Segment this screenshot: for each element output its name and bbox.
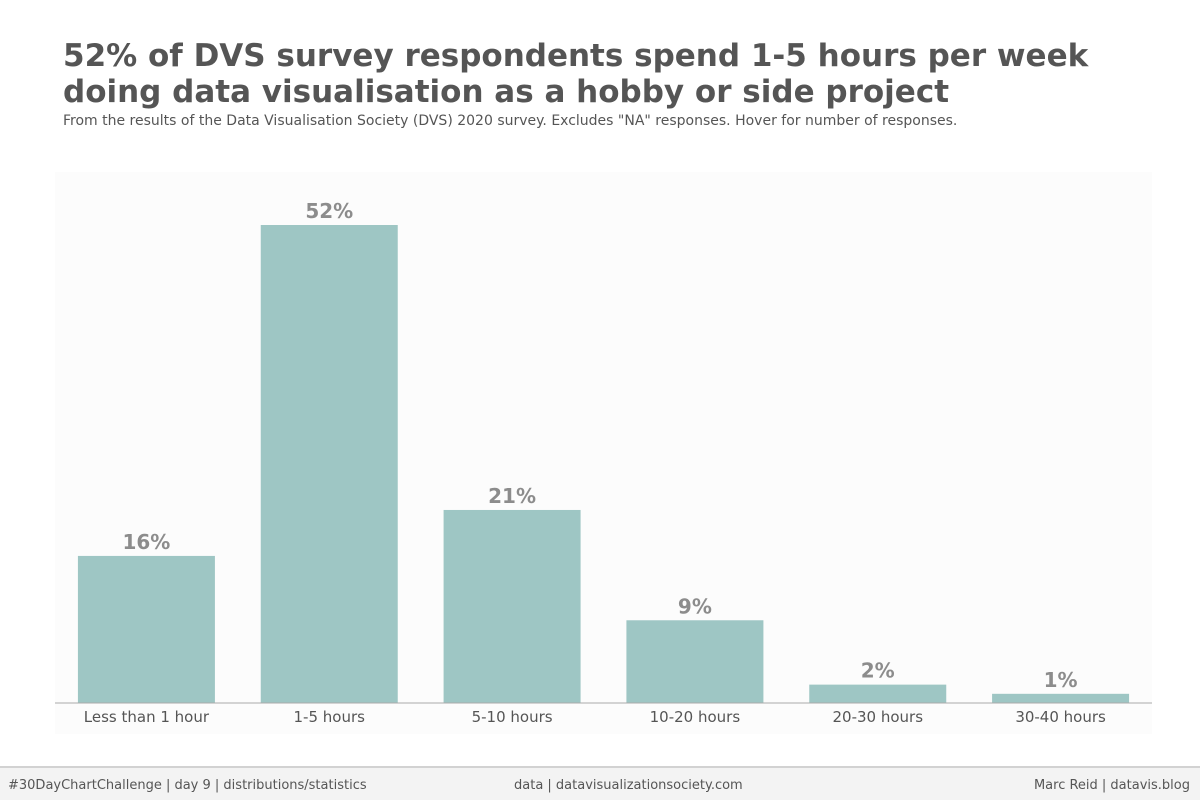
- bar-10-20-hours[interactable]: [626, 620, 764, 703]
- x-tick-label-30-40-hours: 30-40 hours: [1015, 708, 1106, 726]
- bar-1-5-hours[interactable]: [260, 225, 398, 703]
- data-label-30-40-hours: 1%: [1044, 668, 1078, 692]
- bars-group: 16% Less than 1 hour 52% 1-5 hours 21% 5-10 h…: [77, 199, 1130, 726]
- data-label-10-20-hours: 9%: [678, 594, 712, 618]
- footer-hashtag: #30DayChartChallenge | day 9 | distribut…: [8, 778, 367, 793]
- data-label-1-5-hours: 52%: [305, 199, 353, 223]
- x-tick-label-10-20-hours: 10-20 hours: [650, 708, 741, 726]
- plot-background: [55, 172, 1152, 734]
- x-tick-label-20-30-hours: 20-30 hours: [832, 708, 923, 726]
- data-label-20-30-hours: 2%: [861, 659, 895, 683]
- bar-20-30-hours[interactable]: [809, 684, 947, 703]
- bar-30-40-hours[interactable]: [992, 693, 1130, 703]
- x-tick-label-5-10-hours: 5-10 hours: [472, 708, 553, 726]
- x-tick-label-1-5-hours: 1-5 hours: [294, 708, 366, 726]
- footer: #30DayChartChallenge | day 9 | distribut…: [0, 766, 1200, 800]
- x-tick-label-less-than-1-hour: Less than 1 hour: [84, 708, 210, 726]
- bar-chart: 16% Less than 1 hour 52% 1-5 hours 21% 5-10 h…: [55, 172, 1152, 734]
- data-label-5-10-hours: 21%: [488, 484, 536, 508]
- footer-author: Marc Reid | datavis.blog: [1033, 778, 1190, 793]
- chart-subtitle: From the results of the Data Visualisati…: [63, 113, 958, 129]
- chart-title: 52% of DVS survey respondents spend 1-5 …: [63, 38, 1089, 110]
- bar-less-than-1-hour[interactable]: [77, 555, 215, 703]
- bar-5-10-hours[interactable]: [443, 509, 581, 703]
- data-label-less-than-1-hour: 16%: [122, 530, 170, 554]
- footer-data-source: data | datavisualizationsociety.com: [514, 778, 743, 793]
